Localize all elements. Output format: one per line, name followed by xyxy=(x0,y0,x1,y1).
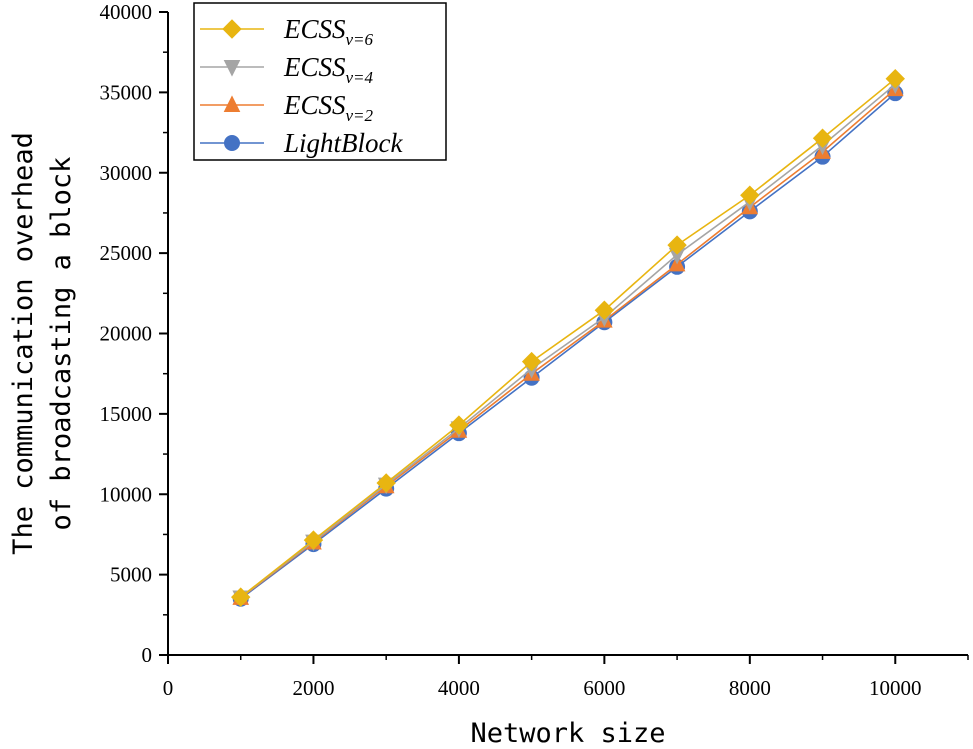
y-tick-label: 5000 xyxy=(110,563,152,587)
legend-marker xyxy=(222,19,242,39)
data-point xyxy=(376,473,396,493)
data-point xyxy=(885,69,905,89)
legend-item: LightBlock xyxy=(200,128,403,158)
data-point xyxy=(449,415,469,435)
y-tick-label: 40000 xyxy=(100,0,153,24)
x-tick-label: 10000 xyxy=(869,676,922,700)
legend-label-main: ECSS xyxy=(283,52,346,82)
legend-label: ECSSv=4 xyxy=(283,52,374,87)
data-point xyxy=(231,587,251,607)
series-group xyxy=(231,69,905,608)
data-point xyxy=(740,185,760,205)
legend-marker xyxy=(223,60,241,77)
legend-label-main: ECSS xyxy=(283,14,346,44)
legend-label-sub: v=6 xyxy=(346,30,374,49)
series-line xyxy=(240,88,896,599)
x-tick-label: 6000 xyxy=(583,676,625,700)
x-tick-label: 8000 xyxy=(729,676,771,700)
y-tick-label: 15000 xyxy=(100,402,153,426)
series-lightblock xyxy=(232,85,904,607)
legend-label: LightBlock xyxy=(283,128,403,158)
legend-label: ECSSv=2 xyxy=(283,90,374,125)
legend-label-sub: v=4 xyxy=(346,68,374,87)
y-tick-label: 10000 xyxy=(100,482,153,506)
data-point xyxy=(594,300,615,320)
legend-label-sub: v=2 xyxy=(346,106,374,125)
legend-label-main: ECSS xyxy=(283,90,346,120)
y-axis-label-line-1: The communication overhead xyxy=(8,132,39,555)
x-tick-label: 2000 xyxy=(292,676,334,700)
data-point xyxy=(303,530,324,550)
x-tick-label: 4000 xyxy=(438,676,480,700)
y-axis-label-line-2: of broadcasting a block xyxy=(46,157,77,531)
data-point xyxy=(812,128,833,148)
x-tick-label: 0 xyxy=(163,676,174,700)
series-line xyxy=(240,78,896,598)
legend-marker xyxy=(224,135,240,151)
y-tick-label: 30000 xyxy=(100,161,153,185)
legend-label: ECSSv=6 xyxy=(283,14,374,49)
legend-item: ECSSv=2 xyxy=(200,90,374,125)
series-line xyxy=(240,83,896,599)
y-tick-label: 20000 xyxy=(100,322,153,346)
legend-label-main: LightBlock xyxy=(283,128,403,158)
data-point xyxy=(667,235,687,255)
series-ecss-v-6 xyxy=(231,69,905,607)
series-line xyxy=(240,92,896,600)
axes: 0 2000 4000 6000 8000 10000 0 5000 10000 15000 200… xyxy=(100,0,969,700)
y-tick-label: 35000 xyxy=(100,80,153,104)
legend-item: ECSSv=4 xyxy=(200,52,374,87)
x-axis-label: Network size xyxy=(470,718,665,749)
y-tick-label: 0 xyxy=(142,643,153,667)
legend-marker xyxy=(223,95,241,112)
legend-item: ECSSv=6 xyxy=(200,14,374,49)
y-tick-label: 25000 xyxy=(100,241,153,265)
y-axis-label: The communication overhead of broadcasti… xyxy=(8,132,77,555)
data-point xyxy=(521,351,542,372)
